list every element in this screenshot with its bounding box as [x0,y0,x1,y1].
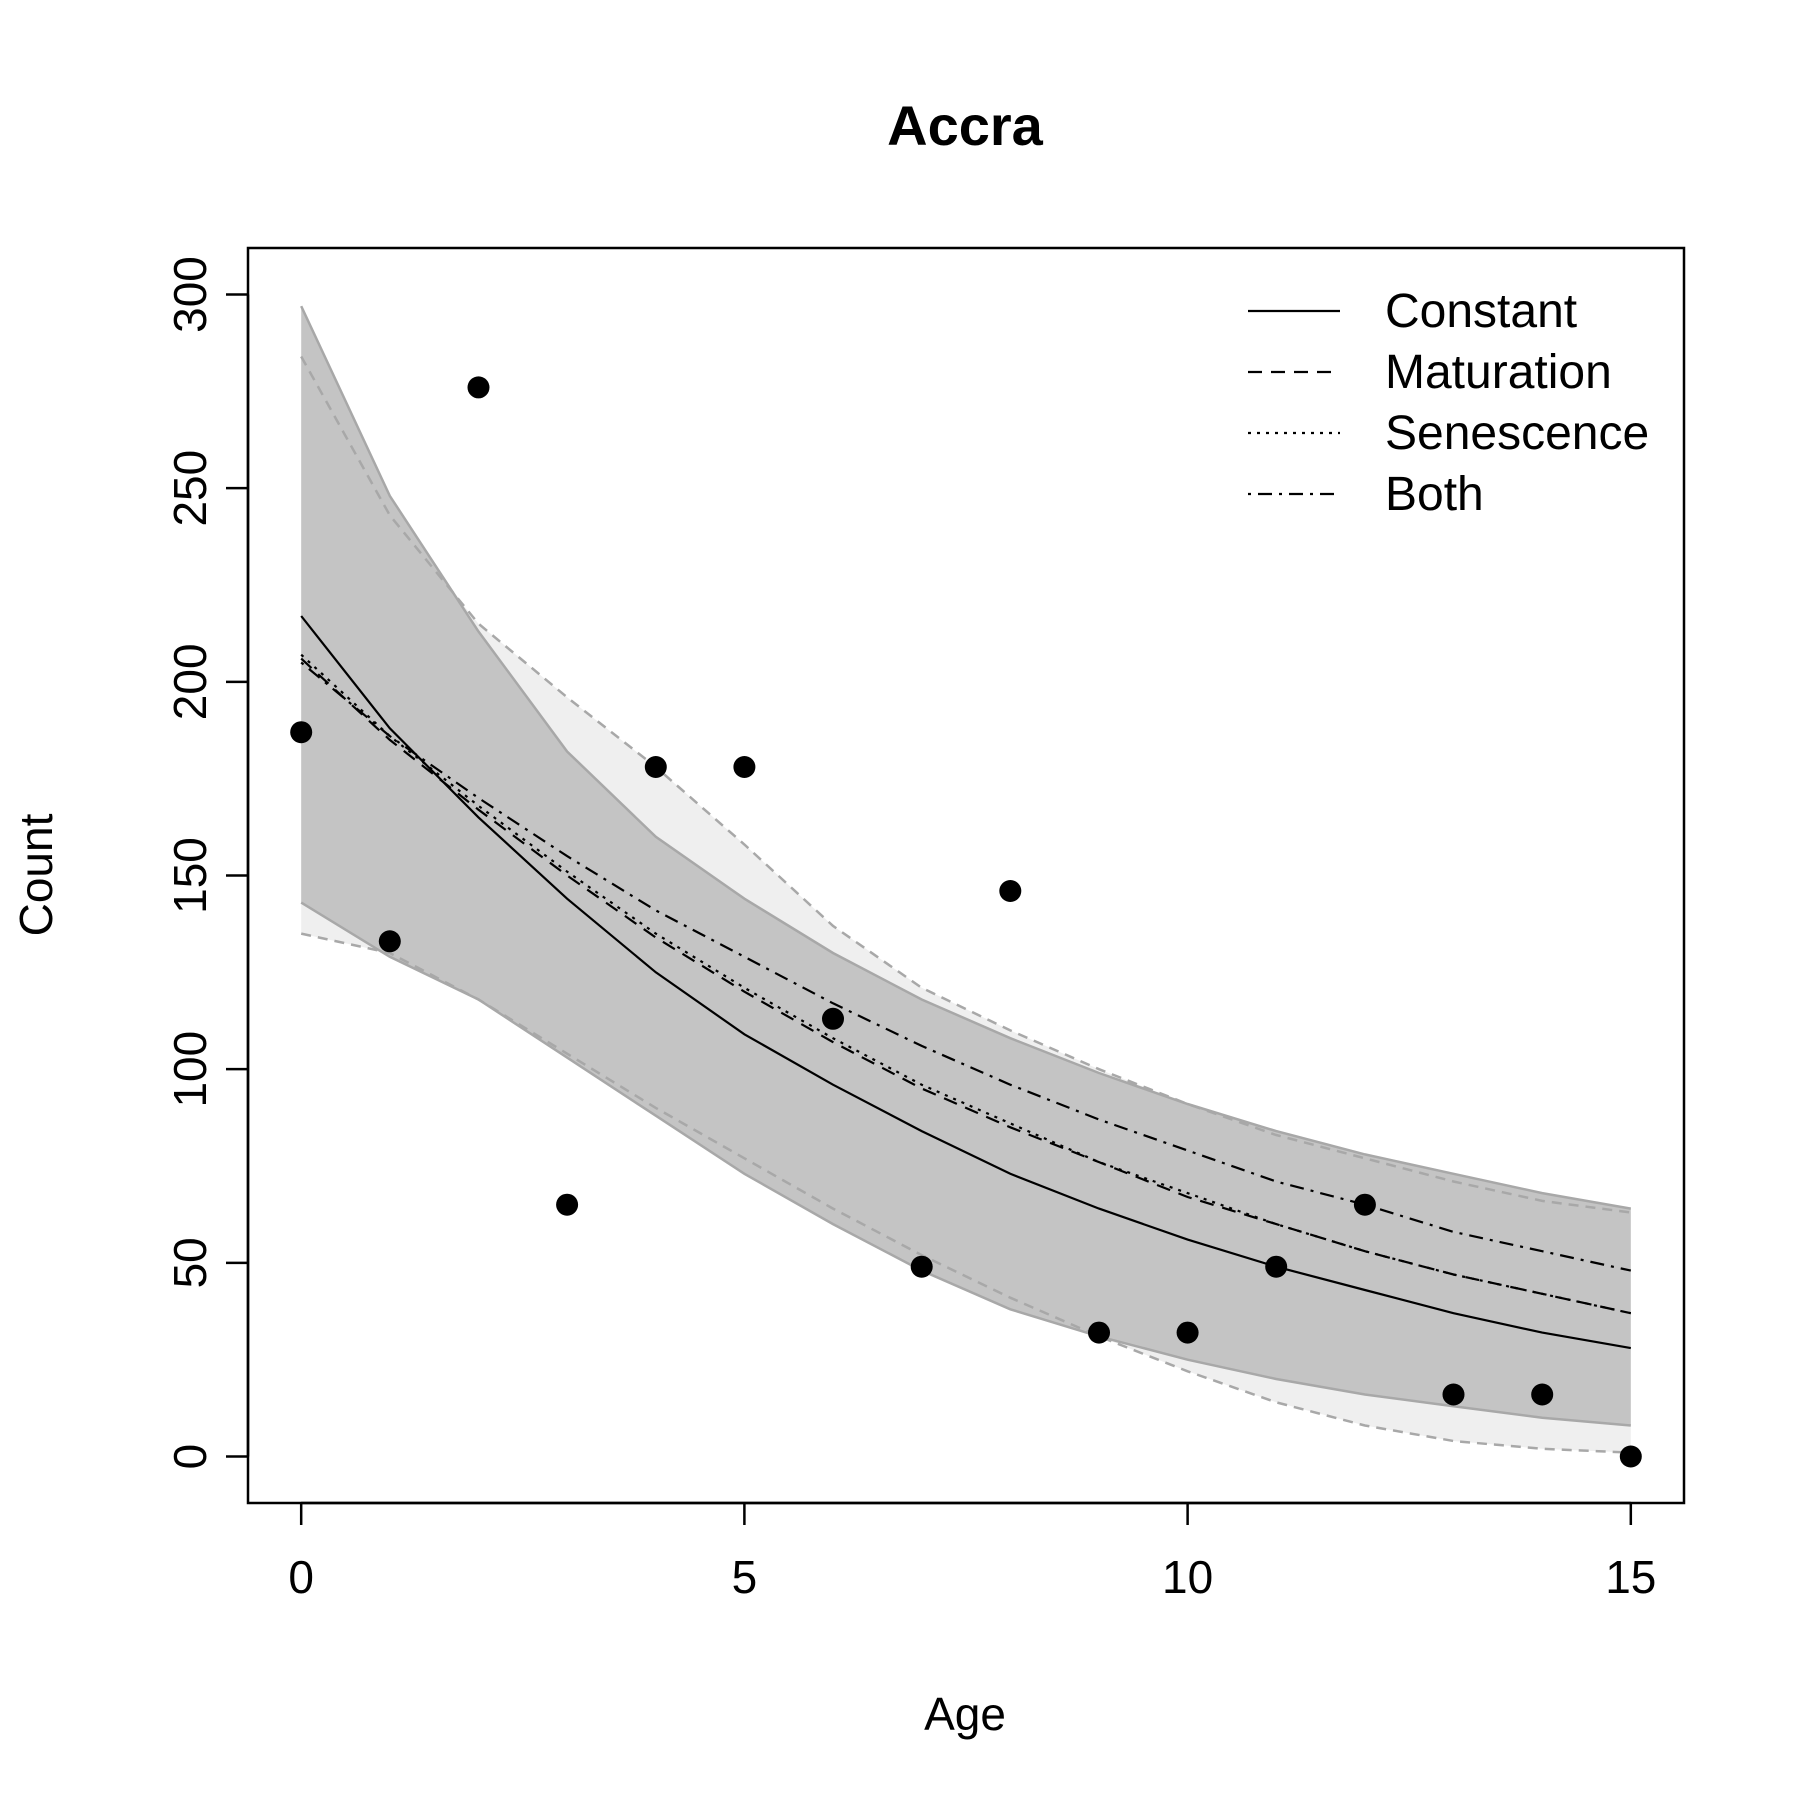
data-point [822,1007,844,1030]
y-tick-label: 150 [164,837,216,914]
y-tick-label: 200 [164,643,216,720]
legend-label-maturation: Maturation [1385,346,1612,399]
legend-label-constant: Constant [1385,285,1577,338]
x-tick-label: 10 [1162,1551,1213,1603]
data-point [1353,1193,1376,1216]
x-axis: 0 5 10 15 [288,1501,1656,1603]
observed-points [290,376,1642,1468]
data-point [1619,1445,1642,1468]
data-point [999,880,1022,902]
data-point [1176,1321,1199,1344]
band-1-upper-edge [300,305,1632,1210]
x-tick-label: 15 [1605,1551,1656,1603]
band-2-upper-edge [300,355,1631,1214]
x-tick-label: 5 [732,1551,758,1603]
y-tick-label: 50 [164,1237,216,1288]
confidence-bands [300,305,1632,1454]
data-point [1088,1321,1110,1344]
y-axis: 0 50 100 150 200 250 300 [164,256,250,1470]
band-area-1 [301,306,1631,1426]
data-point [1442,1383,1465,1406]
y-axis-label: Count [10,813,62,936]
series-line-constant [300,615,1631,1350]
x-axis-label: Age [924,1688,1006,1740]
y-tick-label: 250 [164,450,216,527]
data-point [290,721,313,744]
series-line-senescence [300,653,1632,1315]
legend: Constant Maturation Senescence Both [1248,285,1649,521]
legend-label-both: Both [1385,468,1484,521]
series-line-maturation [300,657,1632,1315]
band-2-lower-edge [300,932,1631,1454]
series-lines [300,615,1632,1350]
data-point [378,930,401,953]
y-tick-label: 100 [164,1031,216,1108]
data-point [910,1255,933,1278]
y-tick-label: 300 [164,256,216,333]
data-point [733,756,756,778]
data-point [467,376,490,399]
data-point [556,1193,579,1216]
data-point [644,756,667,778]
y-tick-label: 0 [164,1444,216,1470]
band-1-lower-edge [300,901,1631,1427]
x-tick-label: 0 [288,1551,314,1603]
legend-label-senescence: Senescence [1385,407,1649,460]
data-point [1531,1383,1554,1406]
data-point [1265,1255,1288,1278]
chart-title: Accra [887,94,1044,157]
